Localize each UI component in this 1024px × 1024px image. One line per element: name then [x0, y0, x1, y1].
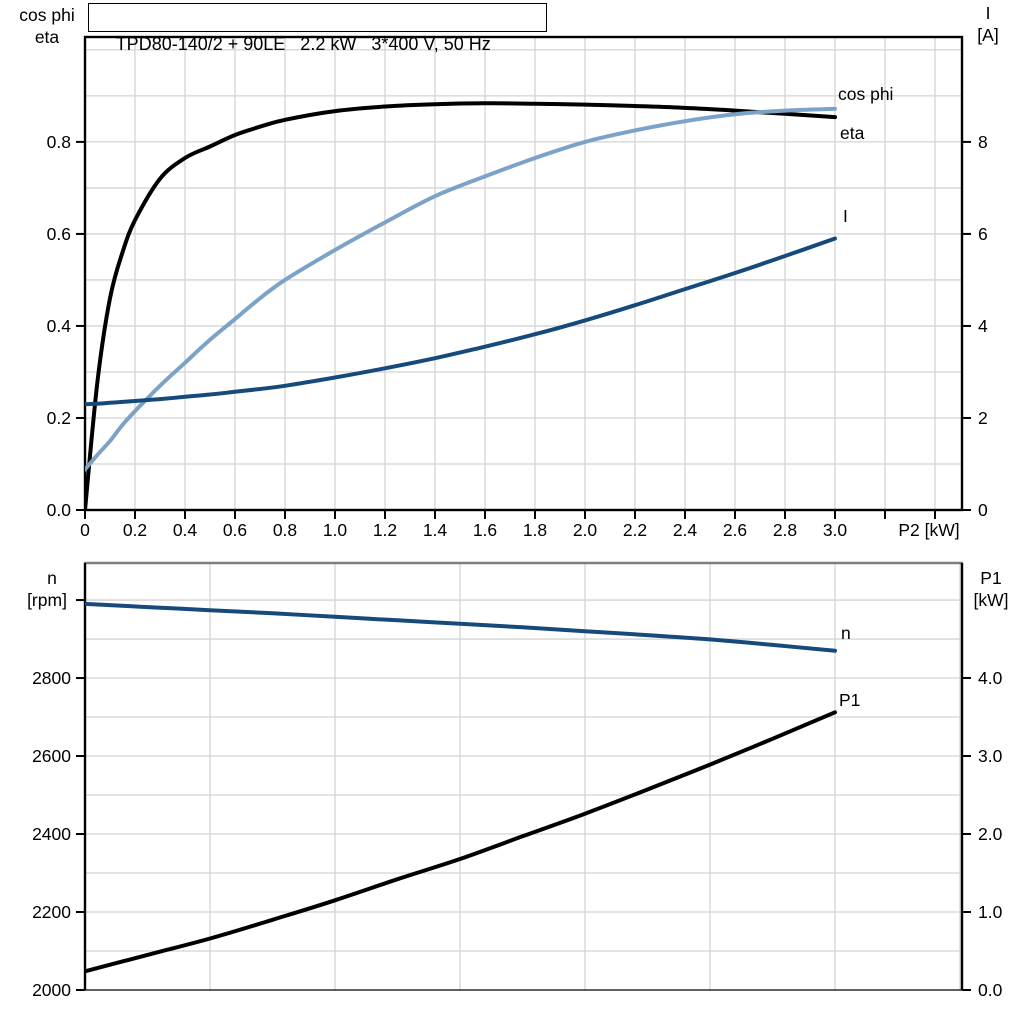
y-left-tick-label: 0.8 [47, 132, 71, 152]
chart-title: TPD80-140/2 + 90LE 2.2 kW 3*400 V, 50 Hz [115, 34, 491, 54]
curve-label-cos-phi: cos phi [838, 84, 893, 104]
y-right-axis-title: [kW] [974, 590, 1009, 610]
curve-eta [85, 101, 837, 510]
y-left-axis-title: cos phi [19, 5, 74, 25]
y-left-tick-label: 0.4 [47, 316, 72, 336]
y-right-tick-label: 6 [978, 224, 988, 244]
y-left-tick-label: 2200 [32, 902, 71, 922]
speed-power-chart: 200022002400260028000.01.02.03.04.0n[rpm… [27, 561, 1009, 1000]
y-right-axis-title: [A] [977, 25, 998, 45]
x-tick-label: 1.8 [523, 520, 547, 540]
y-right-tick-label: 8 [978, 132, 988, 152]
x-tick-label: 0.6 [223, 520, 247, 540]
y-right-tick-label: 1.0 [978, 902, 1003, 922]
x-tick-label: 2.8 [773, 520, 797, 540]
x-tick-label: 3.0 [823, 520, 848, 540]
x-tick-label: 0.8 [273, 520, 297, 540]
x-tick-label: 2.4 [673, 520, 698, 540]
y-right-tick-label: 4.0 [978, 668, 1003, 688]
y-right-tick-label: 2 [978, 408, 988, 428]
y-left-tick-label: 2400 [32, 824, 71, 844]
x-tick-label: 0.2 [123, 520, 147, 540]
y-left-tick-label: 0.0 [47, 500, 72, 520]
x-tick-label: 1.0 [323, 520, 348, 540]
y-left-tick-label: 2000 [32, 980, 71, 1000]
y-left-tick-label: 2800 [32, 668, 71, 688]
x-axis-title: P2 [kW] [898, 520, 959, 540]
axis-ticks [76, 599, 971, 991]
y-left-tick-label: 2600 [32, 746, 71, 766]
curve-label-eta: eta [840, 123, 865, 143]
curve-label-input-power-P1: P1 [839, 690, 860, 710]
curves [85, 101, 837, 510]
axis-tick-labels: 0.0 0.2 0.4 0.6 0.8 0 2 4 6 8 0 0.2 0.4 0.6 0.8 1.0 1.2 1… [47, 132, 988, 540]
curve-label-current-I: I [843, 206, 848, 226]
curves [85, 601, 837, 974]
curve-speed-n [85, 601, 837, 653]
x-tick-label: 1.6 [473, 520, 497, 540]
y-left-axis-title: eta [35, 27, 60, 47]
axis-unit-titles: n[rpm] P1[kW] [27, 568, 1008, 610]
curve-cos-phi [85, 106, 837, 472]
x-tick-label: 0.4 [173, 520, 198, 540]
chart-title-box: TPD80-140/2 + 90LE 2.2 kW 3*400 V, 50 Hz [88, 3, 547, 54]
y-right-tick-label: 4 [978, 316, 988, 336]
x-tick-label: 2.2 [623, 520, 647, 540]
y-right-axis-title: P1 [980, 568, 1001, 588]
y-right-tick-label: 0.0 [978, 980, 1003, 1000]
x-tick-label: 1.2 [373, 520, 397, 540]
y-right-tick-label: 2.0 [978, 824, 1003, 844]
x-tick-label: 0 [80, 520, 90, 540]
y-left-tick-label: 0.2 [47, 408, 71, 428]
y-left-axis-title: [rpm] [27, 590, 67, 610]
curve-current-I [85, 236, 837, 407]
x-tick-label: 2.6 [723, 520, 747, 540]
motor-efficiency-chart: 0.0 0.2 0.4 0.6 0.8 0 2 4 6 8 0 0.2 0.4 0.6 0.8 1.0 1.2 1… [19, 3, 998, 540]
curve-input-power-P1 [85, 710, 837, 974]
y-right-tick-label: 3.0 [978, 746, 1003, 766]
y-right-axis-title: I [986, 3, 991, 23]
y-left-tick-label: 0.6 [47, 224, 71, 244]
x-tick-label: 1.4 [423, 520, 448, 540]
y-left-axis-title: n [47, 568, 57, 588]
plot-frame [83, 35, 964, 512]
plot-frame [83, 561, 964, 991]
curve-label-speed-n: n [841, 623, 851, 643]
axis-tick-labels: 2000 2200 2400 2600 2800 0.0 1.0 2.0 3.0 4.0 [32, 668, 1003, 1000]
y-right-tick-label: 0 [978, 500, 988, 520]
axis-ticks [76, 140, 971, 519]
x-tick-label: 2.0 [573, 520, 598, 540]
